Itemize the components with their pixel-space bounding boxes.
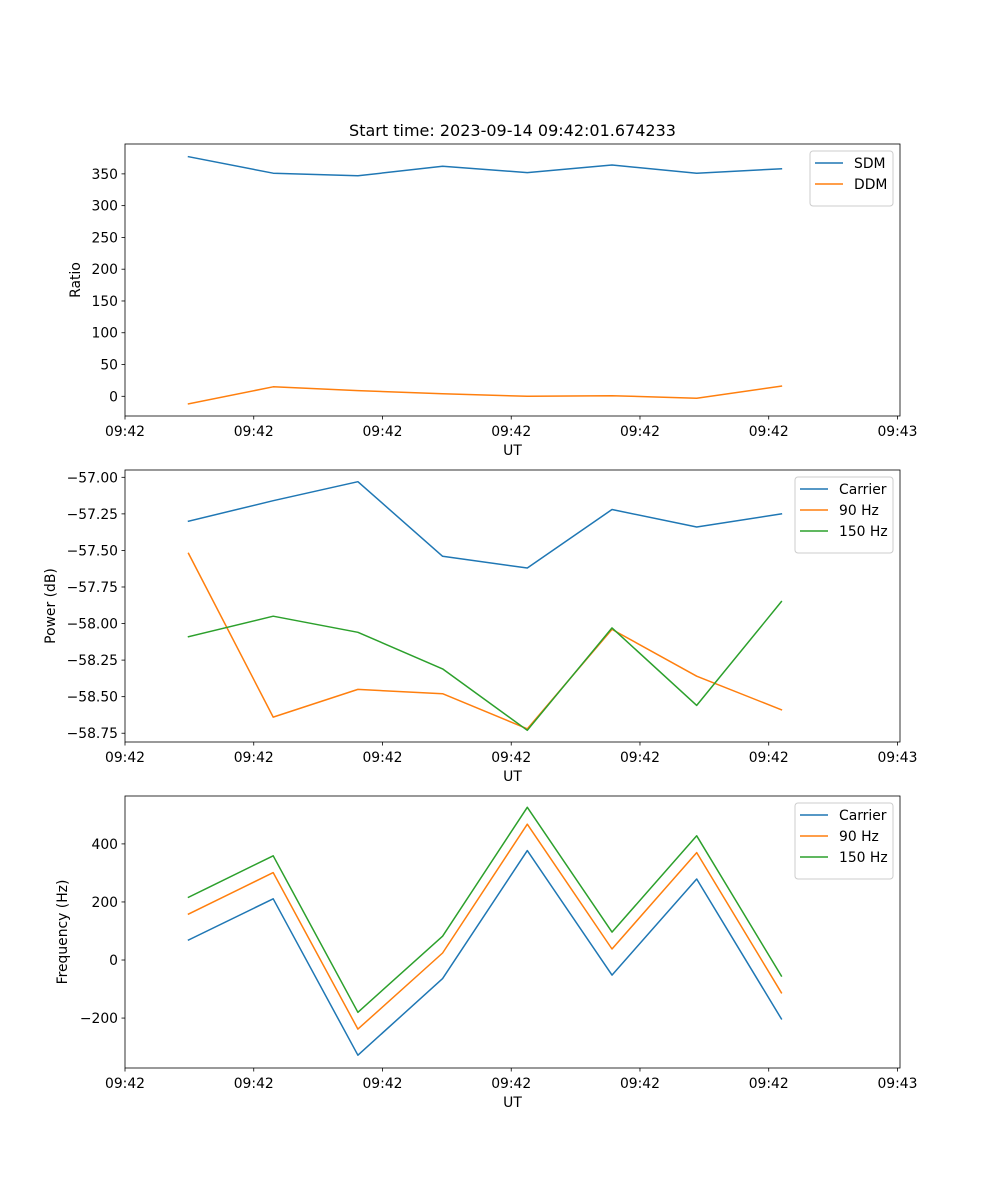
y-tick-label: −58.50 xyxy=(67,690,118,706)
x-tick-label: 09:42 xyxy=(105,750,145,766)
y-axis-label: Ratio xyxy=(68,262,84,298)
x-tick-label: 09:42 xyxy=(620,1076,660,1092)
x-tick-label: 09:43 xyxy=(877,750,917,766)
series-line-sdm xyxy=(187,155,783,177)
legend-box xyxy=(794,476,894,554)
x-tick-label: 09:42 xyxy=(620,750,660,766)
axes-frame xyxy=(124,795,901,1069)
y-tick-label: −58.25 xyxy=(67,653,118,669)
legend: SDM DDM xyxy=(809,150,894,207)
legend-box xyxy=(794,802,894,880)
y-tick-label: 400 xyxy=(91,837,118,853)
legend-label: Carrier xyxy=(839,808,887,824)
y-tick-label: −58.00 xyxy=(67,617,118,633)
subplot-1: 0 50 100 150 200 250 300 350 09:42 09:42 09:42 09:4… xyxy=(68,121,917,459)
legend-label: DDM xyxy=(854,177,887,193)
x-tick-label: 09:42 xyxy=(362,750,402,766)
x-tick-label: 09:42 xyxy=(105,424,145,440)
x-tick-label: 09:42 xyxy=(105,1076,145,1092)
x-tick-label: 09:42 xyxy=(362,1076,402,1092)
y-tick-label: −57.75 xyxy=(67,580,118,596)
x-tick-label: 09:42 xyxy=(234,424,274,440)
y-tick-label: −57.25 xyxy=(67,507,118,523)
y-tick-label: 300 xyxy=(91,199,118,215)
legend-box xyxy=(809,150,894,207)
x-axis-label: UT xyxy=(503,769,522,785)
y-tick-label: −58.75 xyxy=(67,726,118,742)
x-tick-label: 09:42 xyxy=(362,424,402,440)
y-tick-label: 200 xyxy=(91,895,118,911)
x-tick-label: 09:42 xyxy=(491,750,531,766)
y-tick-label: 0 xyxy=(109,389,118,405)
x-tick-label: 09:42 xyxy=(749,424,789,440)
subplot-3: −200 0 200 400 09:42 09:42 09:42 09:42 09:42 09:4… xyxy=(55,795,917,1111)
x-tick-label: 09:42 xyxy=(234,750,274,766)
series-line-carrier xyxy=(187,849,783,1056)
legend-label: 90 Hz xyxy=(839,503,879,519)
series-line-150-hz xyxy=(187,600,783,732)
legend: Carrier 90 Hz 150 Hz xyxy=(794,476,894,554)
series-line-ddm xyxy=(187,385,783,405)
legend-label: 150 Hz xyxy=(839,524,888,540)
x-tick-label: 09:42 xyxy=(749,750,789,766)
y-tick-label: 200 xyxy=(91,262,118,278)
legend: Carrier 90 Hz 150 Hz xyxy=(794,802,894,880)
x-tick-label: 09:42 xyxy=(491,1076,531,1092)
y-tick-label: −57.00 xyxy=(67,470,118,486)
x-tick-label: 09:43 xyxy=(877,424,917,440)
x-tick-label: 09:42 xyxy=(749,1076,789,1092)
y-tick-label: 0 xyxy=(109,953,118,969)
x-tick-label: 09:43 xyxy=(877,1076,917,1092)
x-tick-label: 09:42 xyxy=(234,1076,274,1092)
legend-label: 150 Hz xyxy=(839,850,888,866)
series-line-carrier xyxy=(187,480,783,569)
chart-title: Start time: 2023-09-14 09:42:01.674233 xyxy=(349,121,676,140)
y-tick-label: 250 xyxy=(91,230,118,246)
x-axis-label: UT xyxy=(503,443,522,459)
y-axis-label: Power (dB) xyxy=(43,568,59,644)
x-axis-label: UT xyxy=(503,1095,522,1111)
series-line-90-hz xyxy=(187,552,783,730)
y-axis-label: Frequency (Hz) xyxy=(55,880,71,985)
y-tick-label: 50 xyxy=(100,358,118,374)
y-tick-label: 100 xyxy=(91,326,118,342)
y-tick-label: 150 xyxy=(91,294,118,310)
subplot-2: −58.75 −58.50 −58.25 −58.00 −57.75 −57.50 −57.… xyxy=(43,469,917,785)
y-tick-label: −200 xyxy=(80,1011,118,1027)
legend-label: 90 Hz xyxy=(839,829,879,845)
x-tick-label: 09:42 xyxy=(620,424,660,440)
legend-label: SDM xyxy=(854,156,886,172)
legend-label: Carrier xyxy=(839,482,887,498)
y-tick-label: −57.50 xyxy=(67,543,118,559)
x-tick-label: 09:42 xyxy=(491,424,531,440)
series-line-90-hz xyxy=(187,823,783,1030)
y-tick-label: 350 xyxy=(91,167,118,183)
axes-frame xyxy=(124,143,901,417)
axes-frame xyxy=(124,469,901,743)
series-line-150-hz xyxy=(187,806,783,1014)
